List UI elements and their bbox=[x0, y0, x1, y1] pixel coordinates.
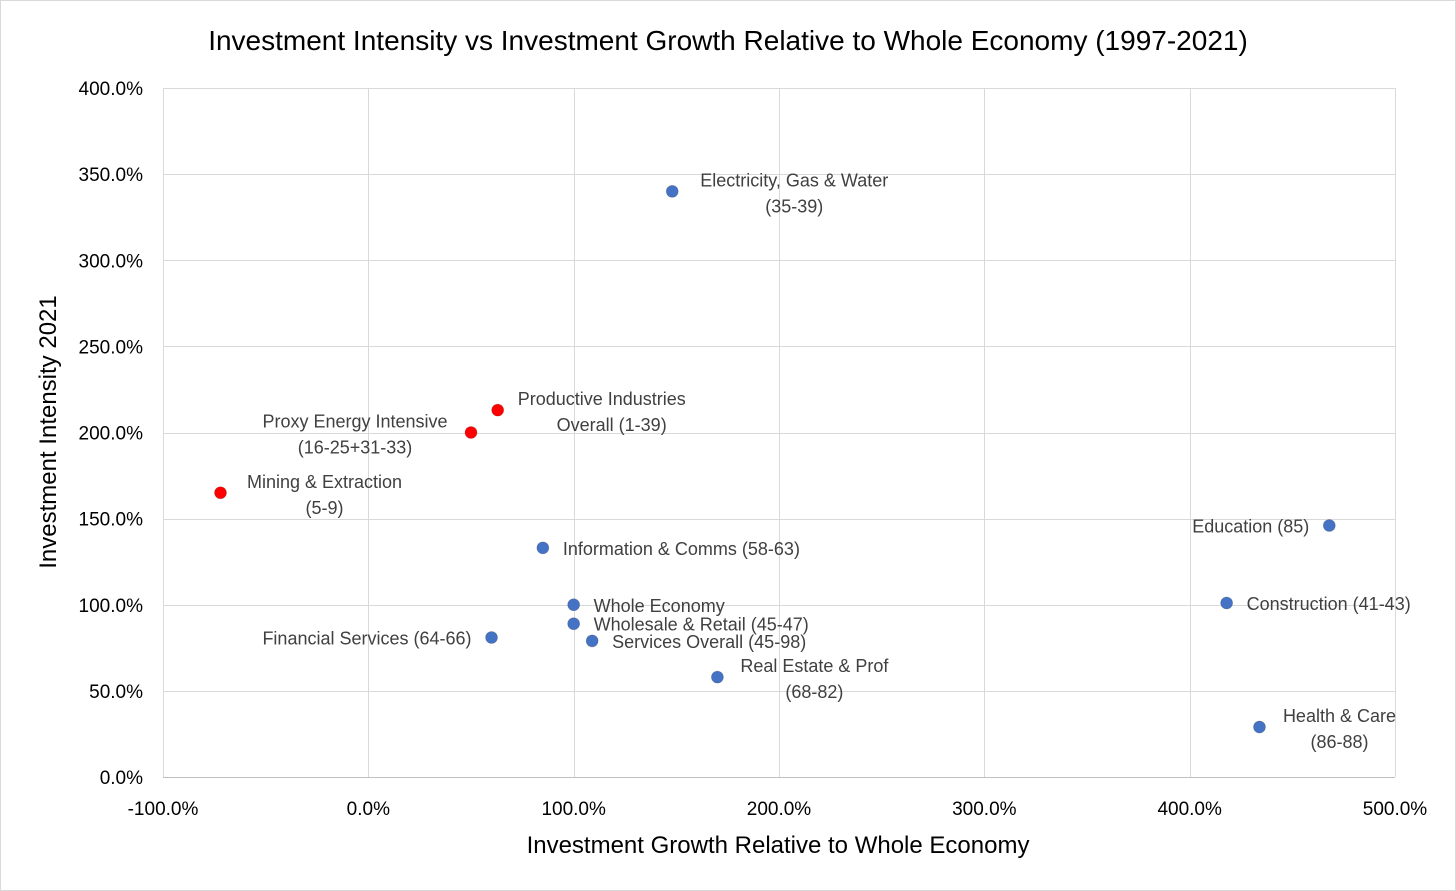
point-label-services-overall: Services Overall (45-98) bbox=[612, 632, 806, 652]
point-real-estate-prof bbox=[711, 670, 724, 684]
point-whole-economy bbox=[567, 598, 581, 612]
point-label-proxy-energy-intensive: Proxy Energy Intensive bbox=[262, 412, 447, 432]
point-label-real-estate-prof: Real Estate & Prof bbox=[740, 656, 889, 676]
y-tick-label: 250.0% bbox=[79, 337, 144, 358]
point-label-health-care: Health & Care bbox=[1283, 706, 1396, 726]
x-tick-label: 100.0% bbox=[541, 799, 606, 820]
x-tick-label: 500.0% bbox=[1363, 799, 1428, 820]
point-mining-extraction bbox=[214, 486, 227, 500]
point-label-electricity-gas-water: (35-39) bbox=[765, 196, 823, 216]
y-tick-label: 50.0% bbox=[89, 682, 143, 703]
tick-labels: -100.0% 0.0% 100.0% 200.0% 300.0% 400.0% 500.0… bbox=[79, 79, 1428, 820]
point-label-electricity-gas-water: Electricity, Gas & Water bbox=[700, 170, 888, 190]
point-label-proxy-energy-intensive: (16-25+31-33) bbox=[298, 438, 413, 458]
point-wholesale-retail bbox=[567, 617, 581, 631]
point-label-real-estate-prof: (68-82) bbox=[785, 682, 843, 702]
point-label-financial-services: Financial Services (64-66) bbox=[262, 628, 471, 648]
point-label-education: Education (85) bbox=[1192, 517, 1309, 537]
point-proxy-energy-intensive bbox=[464, 426, 478, 439]
point-label-mining-extraction: (5-9) bbox=[305, 498, 343, 518]
point-services-overall bbox=[585, 634, 599, 648]
y-tick-label: 200.0% bbox=[79, 424, 144, 445]
x-tick-label: 300.0% bbox=[952, 799, 1017, 820]
point-financial-services bbox=[485, 631, 498, 644]
point-electricity-gas-water bbox=[665, 184, 679, 198]
point-label-wholesale-retail: Wholesale & Retail (45-47) bbox=[594, 615, 809, 635]
point-education bbox=[1322, 519, 1336, 532]
y-axis-title: Investment Intensity 2021 bbox=[35, 295, 62, 569]
y-tick-label: 300.0% bbox=[79, 251, 144, 272]
point-health-care bbox=[1253, 720, 1266, 734]
point-label-productive-industries-overall: Overall (1-39) bbox=[557, 415, 667, 435]
x-tick-label: 0.0% bbox=[347, 799, 390, 820]
point-construction bbox=[1220, 596, 1234, 610]
x-tick-label: 200.0% bbox=[747, 799, 812, 820]
y-tick-label: 400.0% bbox=[79, 79, 144, 100]
x-tick-label: 400.0% bbox=[1157, 799, 1222, 820]
point-label-information-comms: Information & Comms (58-63) bbox=[563, 539, 800, 559]
point-label-mining-extraction: Mining & Extraction bbox=[247, 472, 402, 492]
grid-lines bbox=[163, 88, 1396, 778]
point-productive-industries-overall bbox=[491, 403, 505, 417]
point-label-productive-industries-overall: Productive Industries bbox=[518, 389, 686, 409]
chart-title: Investment Intensity vs Investment Growt… bbox=[208, 25, 1248, 56]
data-points bbox=[214, 184, 1336, 734]
point-label-construction: Construction (41-43) bbox=[1247, 594, 1411, 614]
y-tick-label: 150.0% bbox=[79, 510, 144, 531]
point-labels: Electricity, Gas & Water (35-39) Productiv… bbox=[247, 170, 1411, 752]
y-tick-label: 350.0% bbox=[79, 165, 144, 186]
y-tick-label: 0.0% bbox=[100, 768, 143, 789]
point-label-health-care: (86-88) bbox=[1310, 732, 1368, 752]
x-axis-title: Investment Growth Relative to Whole Econ… bbox=[527, 832, 1030, 859]
y-tick-label: 100.0% bbox=[79, 596, 144, 617]
point-information-comms bbox=[536, 541, 550, 555]
x-tick-label: -100.0% bbox=[128, 799, 199, 820]
point-label-whole-economy: Whole Economy bbox=[594, 596, 725, 616]
